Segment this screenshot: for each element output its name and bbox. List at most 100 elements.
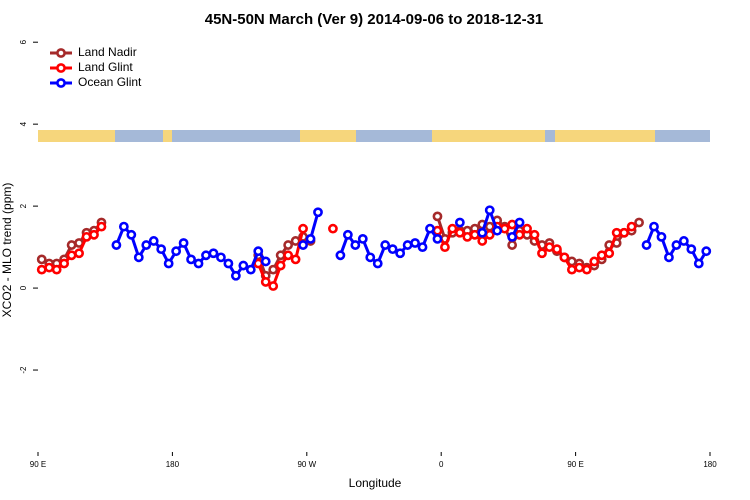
y-tick-label: 2 xyxy=(19,203,28,208)
legend-marker xyxy=(56,48,66,58)
data-point xyxy=(126,229,137,240)
data-point xyxy=(574,262,585,273)
data-point xyxy=(36,254,47,265)
data-point xyxy=(328,223,338,234)
y-tick-label: 6 xyxy=(19,39,28,44)
data-point xyxy=(238,260,249,271)
data-point xyxy=(380,240,391,250)
data-point xyxy=(566,264,577,275)
data-point xyxy=(387,244,398,255)
data-point xyxy=(514,229,525,240)
data-point xyxy=(522,223,532,234)
data-point xyxy=(342,229,353,240)
x-tick-label: 90 E xyxy=(567,460,583,469)
data-point xyxy=(283,250,294,261)
data-point xyxy=(529,229,540,240)
ocean-band xyxy=(545,130,555,142)
data-point xyxy=(298,223,308,234)
data-point xyxy=(417,242,428,252)
data-point xyxy=(507,240,518,250)
data-point xyxy=(357,234,368,244)
data-point xyxy=(454,227,465,238)
data-point xyxy=(59,258,70,269)
data-point xyxy=(372,258,383,269)
data-point xyxy=(44,262,55,273)
data-point xyxy=(365,252,376,263)
x-tick-label: 90 W xyxy=(297,460,316,469)
data-point xyxy=(693,258,704,269)
legend-label: Ocean Glint xyxy=(78,75,142,89)
data-point xyxy=(626,221,637,232)
data-point xyxy=(484,221,495,232)
data-point xyxy=(649,221,659,232)
data-point xyxy=(410,238,420,248)
legend-label: Land Glint xyxy=(78,60,133,74)
data-point xyxy=(596,250,607,261)
data-point xyxy=(268,264,279,275)
data-point xyxy=(133,252,144,263)
data-point xyxy=(477,236,488,246)
data-point xyxy=(178,238,189,248)
data-point xyxy=(193,258,204,269)
x-axis-label: Longitude xyxy=(349,476,402,490)
data-point xyxy=(216,252,226,263)
data-point xyxy=(275,260,286,271)
x-tick-label: 180 xyxy=(166,460,180,469)
data-point xyxy=(425,223,435,234)
y-axis-label: XCO2 - MLO trend (ppm) xyxy=(0,183,14,318)
data-point xyxy=(74,248,84,259)
chart-title: 45N-50N March (Ver 9) 2014-09-06 to 2018… xyxy=(205,11,544,28)
data-point xyxy=(268,281,279,291)
data-point xyxy=(514,217,525,228)
data-point xyxy=(604,248,615,259)
data-point xyxy=(589,256,600,267)
data-point xyxy=(223,258,234,269)
data-point xyxy=(186,254,196,265)
data-point xyxy=(298,240,308,250)
y-tick-label: -2 xyxy=(19,366,28,374)
data-point xyxy=(678,236,689,246)
data-point xyxy=(96,221,107,232)
data-point xyxy=(245,264,256,275)
data-point xyxy=(283,240,294,250)
data-point xyxy=(432,234,443,244)
data-point xyxy=(686,244,697,255)
data-point xyxy=(156,244,167,255)
data-point xyxy=(469,229,480,240)
data-point xyxy=(462,231,473,242)
data-point xyxy=(171,246,182,257)
data-point xyxy=(641,240,652,250)
data-point xyxy=(656,231,667,242)
data-point xyxy=(544,242,555,252)
data-point xyxy=(313,207,323,218)
x-tick-label: 0 xyxy=(439,460,444,469)
data-point xyxy=(118,221,129,232)
data-point xyxy=(66,240,77,250)
data-point xyxy=(260,256,271,267)
data-point xyxy=(253,246,264,257)
ocean-band xyxy=(655,130,710,142)
data-point xyxy=(201,250,211,261)
data-point xyxy=(701,246,712,257)
data-point xyxy=(275,250,286,261)
data-point xyxy=(671,240,682,250)
data-point xyxy=(440,242,450,252)
data-point xyxy=(619,227,630,238)
data-point xyxy=(81,231,92,242)
x-tick-label: 90 E xyxy=(30,460,46,469)
ocean-band xyxy=(172,130,300,142)
data-point xyxy=(260,277,271,287)
ocean-band xyxy=(115,130,163,142)
data-point xyxy=(611,227,622,238)
data-point xyxy=(148,236,159,246)
data-point xyxy=(432,211,443,222)
data-point xyxy=(447,223,458,234)
data-point xyxy=(305,234,316,244)
data-point xyxy=(111,240,122,250)
data-point xyxy=(484,205,495,216)
data-point xyxy=(499,223,510,234)
data-point xyxy=(230,270,241,281)
data-point xyxy=(290,254,301,265)
data-point xyxy=(395,248,406,259)
